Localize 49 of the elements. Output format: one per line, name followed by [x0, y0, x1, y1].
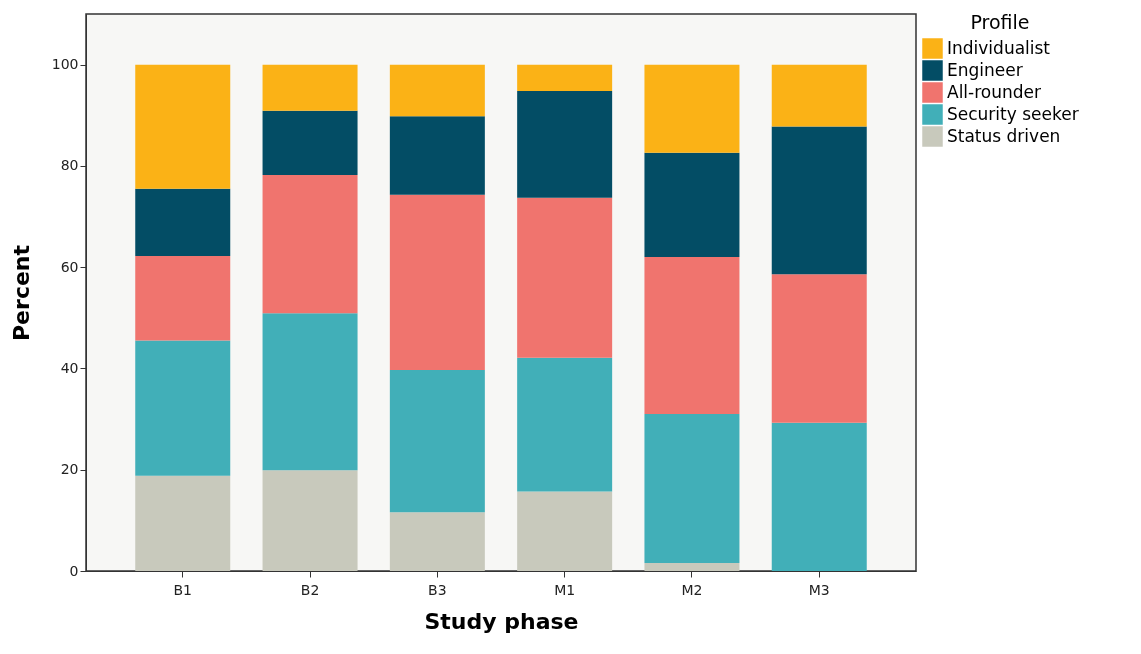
bar [771, 126, 867, 275]
legend-label: Status driven [947, 125, 1061, 146]
x-axis-title: Study phase [424, 608, 579, 634]
bar [517, 90, 613, 198]
bar [135, 64, 231, 189]
y-tick-label: 100 [51, 56, 79, 73]
legend-label: Individualist [947, 37, 1051, 58]
bar [644, 562, 740, 571]
x-tick-label: M3 [808, 581, 830, 598]
bar [771, 422, 867, 571]
x-tick-label: B1 [173, 581, 193, 598]
bar [262, 313, 358, 471]
legend-title: Profile [970, 11, 1030, 33]
y-tick-label: 80 [60, 157, 79, 174]
legend-label: Engineer [947, 59, 1023, 80]
bar [389, 64, 485, 117]
y-tick-label: 0 [69, 562, 79, 579]
bar [771, 64, 867, 127]
bar [262, 470, 358, 571]
bar [135, 256, 231, 341]
bar [389, 512, 485, 571]
bar [262, 110, 358, 176]
y-axis-title: Percent [8, 244, 34, 342]
bar [771, 274, 867, 423]
bar [389, 194, 485, 370]
bar [517, 64, 613, 91]
legend-label: Security seeker [947, 103, 1079, 124]
bar [644, 414, 740, 563]
bar [389, 116, 485, 195]
bar [517, 197, 613, 358]
x-tick-label: M1 [554, 581, 576, 598]
bar [135, 340, 231, 476]
y-tick-label: 20 [60, 461, 79, 478]
x-tick-label: B2 [300, 581, 320, 598]
bar [389, 369, 485, 513]
bar [644, 257, 740, 415]
y-tick-label: 60 [60, 258, 79, 275]
bar [644, 152, 740, 258]
y-tick-label: 40 [60, 359, 79, 376]
bar [262, 64, 358, 111]
bar [517, 357, 613, 492]
bar [644, 64, 740, 153]
bar [517, 491, 613, 571]
bar [262, 175, 358, 314]
bar [135, 188, 231, 257]
legend-label: All-rounder [947, 81, 1042, 102]
x-tick-label: M2 [681, 581, 703, 598]
bar [135, 475, 231, 571]
x-tick-label: B3 [428, 581, 447, 598]
